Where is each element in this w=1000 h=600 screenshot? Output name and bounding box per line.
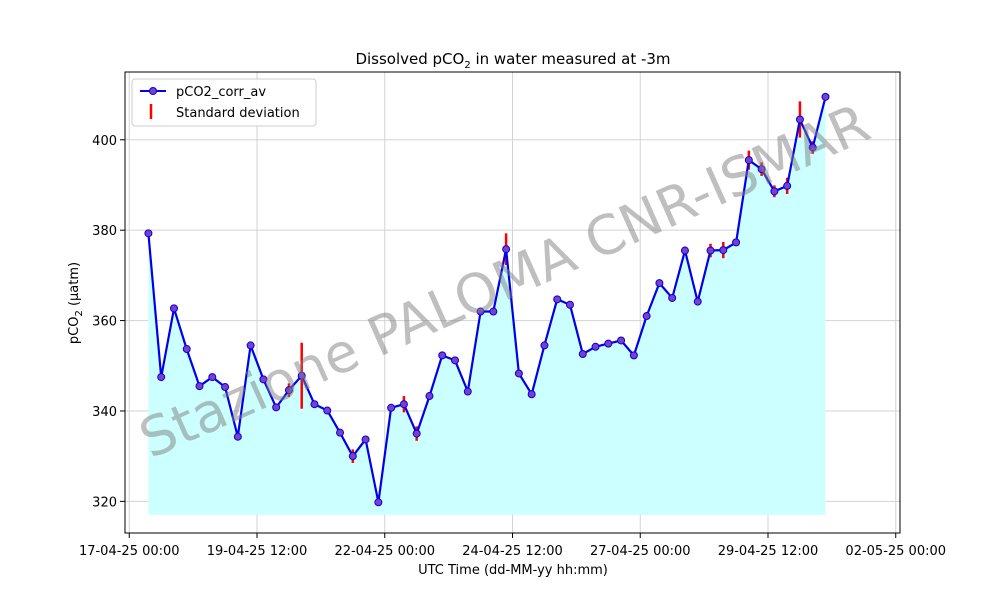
markers: [144, 92, 830, 507]
data-point: [757, 165, 766, 174]
data-point: [284, 386, 293, 395]
data-point: [412, 429, 421, 438]
data-point: [770, 187, 779, 196]
data-point: [425, 392, 434, 401]
data-point: [272, 403, 281, 412]
data-point: [629, 351, 638, 360]
data-point: [540, 341, 549, 350]
x-tick-label: 22-04-25 00:00: [334, 544, 435, 559]
chart-title: Dissolved pCO2 in water measured at -3m: [355, 50, 670, 71]
data-point: [195, 382, 204, 391]
y-axis-ticks: 320 340 360 380 400: [92, 134, 125, 510]
data-point: [565, 300, 574, 309]
data-point: [732, 238, 741, 247]
x-tick-label: 27-04-25 00:00: [590, 544, 691, 559]
data-point: [591, 342, 600, 351]
data-point: [361, 435, 370, 444]
fill-area: [148, 96, 826, 515]
data-point: [246, 341, 255, 350]
data-point: [693, 297, 702, 306]
x-tick-label: 17-04-25 00:00: [79, 544, 180, 559]
data-point: [642, 312, 651, 321]
data-point: [706, 246, 715, 255]
x-tick-label: 24-04-25 12:00: [462, 544, 563, 559]
data-point: [527, 390, 536, 399]
data-point: [604, 339, 613, 348]
data-point: [719, 246, 728, 255]
data-point: [348, 452, 357, 461]
data-point: [310, 400, 319, 409]
data-point: [514, 369, 523, 378]
legend-marker-swatch: [149, 87, 157, 95]
data-point: [578, 350, 587, 359]
data-point: [336, 428, 345, 437]
data-point: [297, 371, 306, 380]
data-point: [821, 92, 830, 101]
x-tick-label: 02-05-25 00:00: [845, 544, 946, 559]
plot-frame: [124, 71, 901, 534]
data-point: [221, 383, 230, 392]
data-point: [144, 229, 153, 238]
y-tick-label: 340: [92, 405, 117, 420]
data-point: [795, 115, 804, 124]
y-tick-label: 320: [92, 495, 117, 510]
y-tick-label: 360: [92, 315, 117, 330]
data-point: [476, 307, 485, 316]
legend: pCO2_corr_av Standard deviation: [131, 78, 317, 127]
legend-label-line: pCO2_corr_av: [176, 85, 266, 100]
data-point: [208, 373, 217, 382]
data-point: [655, 279, 664, 288]
data-point: [617, 336, 626, 345]
data-point: [783, 181, 792, 190]
x-tick-label: 29-04-25 12:00: [718, 544, 819, 559]
data-point: [233, 432, 242, 441]
y-tick-label: 380: [92, 224, 117, 239]
y-axis-label: pCO2 (µatm): [67, 262, 85, 344]
data-point: [808, 143, 817, 152]
data-point: [438, 351, 447, 360]
data-point: [259, 375, 268, 384]
data-point: [399, 400, 408, 409]
data-point: [451, 356, 460, 365]
y-tick-label: 400: [92, 134, 117, 149]
data-point: [387, 403, 396, 412]
data-point: [553, 295, 562, 304]
data-point: [169, 304, 178, 313]
data-point: [502, 245, 511, 254]
legend-label-std: Standard deviation: [176, 106, 300, 121]
data-point: [323, 406, 332, 415]
data-point: [680, 246, 689, 255]
data-point: [668, 293, 677, 302]
legend-box: [131, 78, 317, 127]
data-point: [374, 498, 383, 507]
data-point: [463, 387, 472, 396]
data-point: [489, 307, 498, 316]
x-axis-ticks: 17-04-25 00:00 19-04-25 12:00 22-04-25 00:…: [79, 533, 946, 559]
data-point: [182, 345, 191, 354]
x-tick-label: 19-04-25 12:00: [207, 544, 308, 559]
data-point: [157, 373, 166, 382]
x-axis-label: UTC Time (dd-MM-yy hh:mm): [418, 563, 608, 578]
data-point: [744, 156, 753, 165]
